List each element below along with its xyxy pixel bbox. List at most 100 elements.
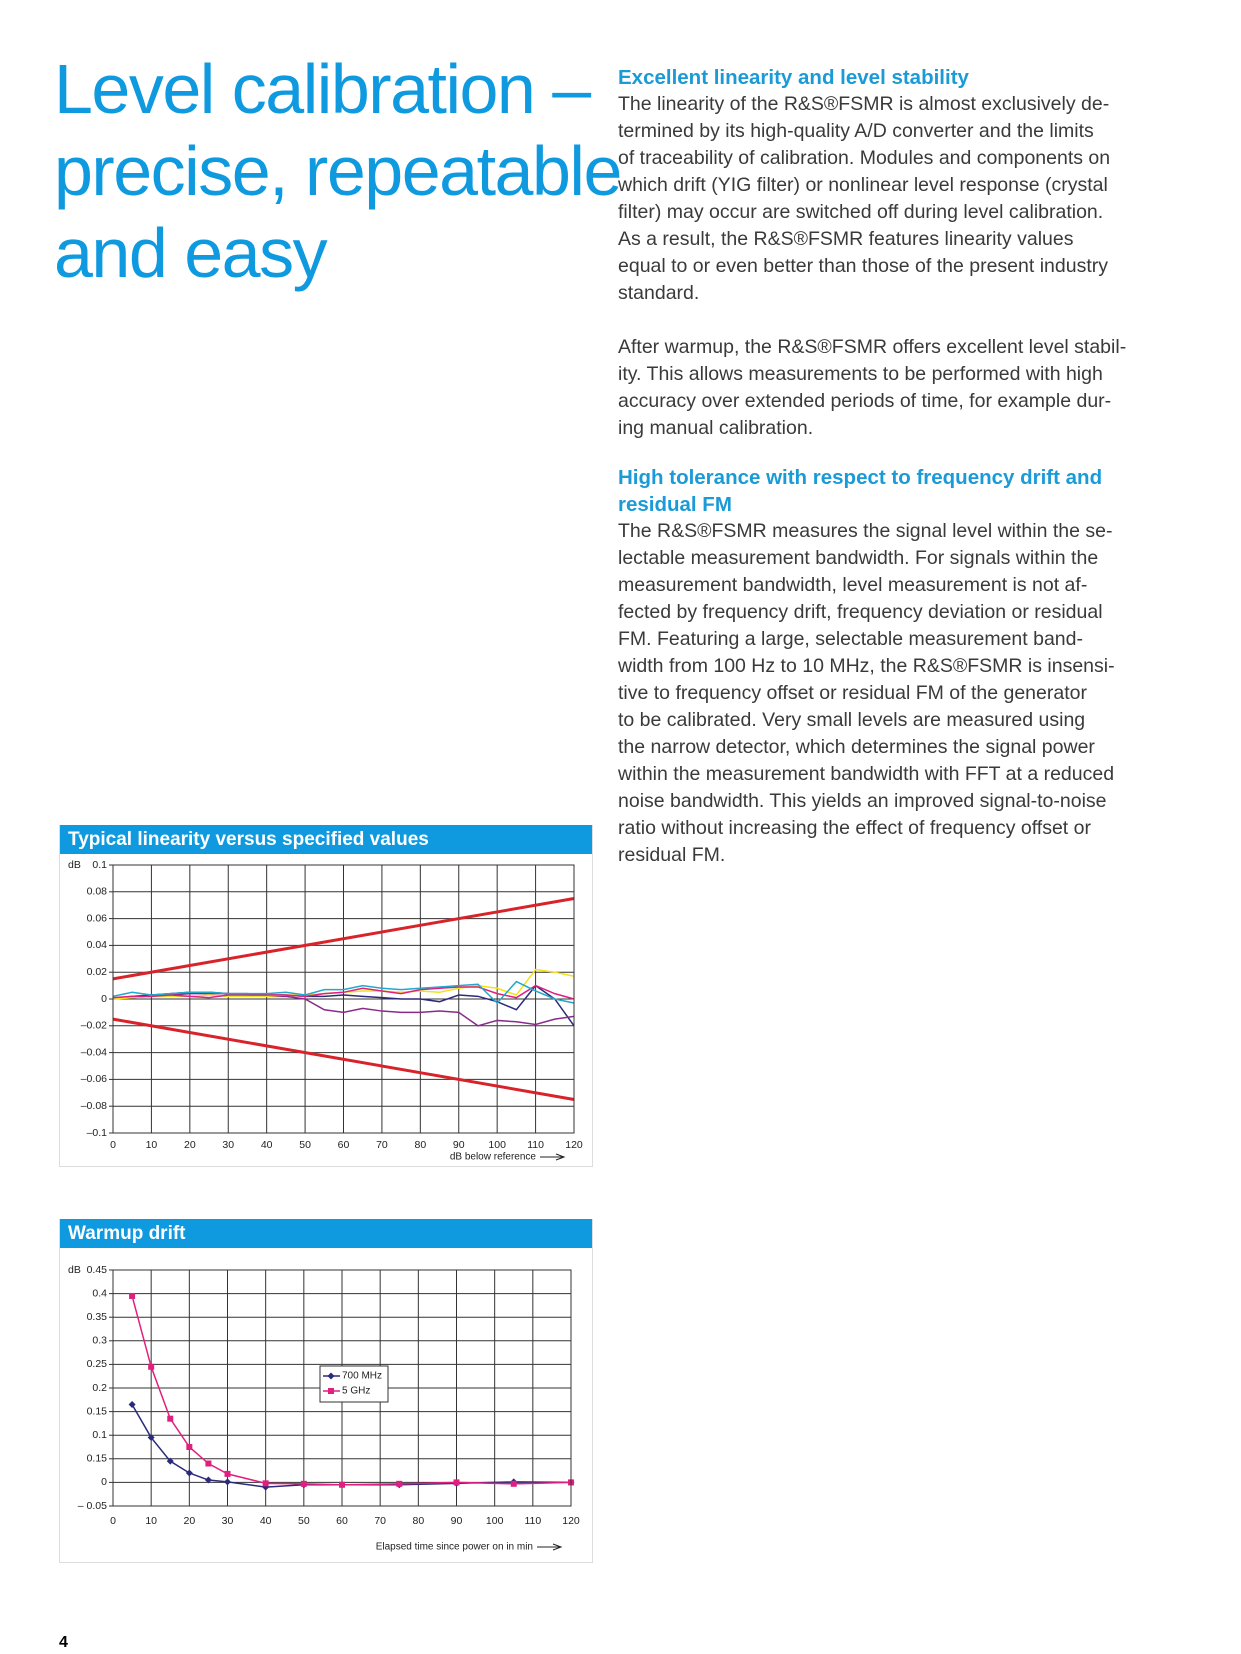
text-line: width from 100 Hz to 10 MHz, the R&S®FSM… xyxy=(618,655,1115,677)
text-line: termined by its high-quality A/D convert… xyxy=(618,120,1094,142)
x-tick-label: 90 xyxy=(453,1139,465,1151)
x-tick-label: 30 xyxy=(222,1515,234,1527)
y-tick-label: 0.06 xyxy=(87,912,108,924)
x-tick-label: 80 xyxy=(412,1515,424,1527)
marker xyxy=(224,1478,231,1486)
y-unit: dB xyxy=(68,1264,81,1276)
x-tick-label: 90 xyxy=(451,1515,463,1527)
text-line: within the measurement bandwidth with FF… xyxy=(618,763,1115,785)
marker xyxy=(129,1292,136,1299)
text-line: equal to or even better than those of th… xyxy=(618,255,1108,277)
y-tick-label: 0.25 xyxy=(87,1358,108,1370)
section: Excellent linearity and level stability T… xyxy=(618,64,1218,442)
legend-label: 700 MHz xyxy=(342,1371,382,1382)
chart-title: Typical linearity versus specified value… xyxy=(60,825,592,854)
marker xyxy=(147,1434,155,1442)
text-line: FM. Featuring a large, selectable measur… xyxy=(618,628,1083,650)
series-line xyxy=(112,992,575,1027)
y-tick-label: 0 xyxy=(101,1476,107,1488)
marker xyxy=(327,1372,335,1380)
plot-frame xyxy=(112,1269,572,1507)
title-line: and easy xyxy=(54,214,328,292)
text-line: standard. xyxy=(618,282,700,304)
text-line: As a result, the R&S®FSMR features linea… xyxy=(618,228,1074,250)
legend-label: 5 GHz xyxy=(342,1386,370,1397)
marker xyxy=(205,1460,212,1467)
series-line xyxy=(112,897,575,981)
marker xyxy=(262,1480,269,1487)
section-heading: Excellent linearity and level stability xyxy=(618,64,1218,91)
y-tick-label: –0.04 xyxy=(81,1046,107,1058)
arrow xyxy=(537,1543,563,1551)
x-tick-label: 80 xyxy=(414,1139,426,1151)
section-heading: High tolerance with respect to frequency… xyxy=(618,464,1218,518)
y-unit: dB xyxy=(68,859,81,871)
text-line: After warmup, the R&S®FSMR offers excell… xyxy=(618,336,1127,358)
text-line: ity. This allows measurements to be perf… xyxy=(618,363,1103,385)
x-tick-label: 30 xyxy=(222,1139,234,1151)
x-tick-label: 20 xyxy=(184,1139,196,1151)
marker xyxy=(148,1363,155,1370)
x-tick-label: 20 xyxy=(183,1515,195,1527)
text-line: tive to frequency offset or residual FM … xyxy=(618,682,1087,704)
text-line: the narrow detector, which determines th… xyxy=(618,736,1095,758)
x-tick-label: 110 xyxy=(527,1139,544,1151)
page-number: 4 xyxy=(59,1634,68,1651)
marker xyxy=(186,1444,193,1450)
text-line: fected by frequency drift, frequency dev… xyxy=(618,601,1103,623)
text-line: measurement bandwidth, level measurement… xyxy=(618,574,1088,596)
series-line xyxy=(131,1404,572,1488)
marker xyxy=(510,1480,517,1487)
y-tick-label: 0.1 xyxy=(92,859,107,871)
x-tick-label: 10 xyxy=(146,1139,158,1151)
y-tick-label: 0.15 xyxy=(87,1405,108,1417)
x-axis-label: Elapsed time since power on in min xyxy=(376,1542,533,1553)
paragraph: After warmup, the R&S®FSMR offers excell… xyxy=(618,334,1218,442)
marker xyxy=(328,1388,334,1394)
heading-line: Excellent linearity and level stability xyxy=(618,66,969,89)
marker xyxy=(339,1481,345,1488)
y-tick-label: 0.2 xyxy=(92,1382,107,1394)
x-tick-label: 10 xyxy=(145,1515,157,1527)
y-tick-label: –0.1 xyxy=(87,1127,108,1139)
text-line: noise bandwidth. This yields an improved… xyxy=(618,790,1107,812)
paragraph: The R&S®FSMR measures the signal level w… xyxy=(618,518,1218,869)
text-line: ratio without increasing the effect of f… xyxy=(618,817,1091,839)
y-tick-label: 0.1 xyxy=(92,1429,107,1441)
series-line xyxy=(112,980,575,1005)
x-tick-label: 0 xyxy=(110,1139,116,1151)
plot-frame xyxy=(112,864,575,1134)
y-tick-label: – 0.05 xyxy=(78,1500,107,1512)
y-tick-label: 0.4 xyxy=(92,1287,107,1299)
series-line xyxy=(112,984,575,1000)
x-tick-label: 50 xyxy=(298,1515,310,1527)
heading-line: High tolerance with respect to frequency… xyxy=(618,466,1103,489)
chart-panel: Warmup drift – 0.05 0 0.15 0.1 0.15 0.2 0.25 0.… xyxy=(59,1219,593,1563)
text-line: The R&S®FSMR measures the signal level w… xyxy=(618,520,1113,542)
y-tick-label: 0.3 xyxy=(92,1335,107,1347)
heading-line: residual FM xyxy=(618,493,732,516)
marker xyxy=(128,1401,136,1409)
chart: –0.1 –0.08 –0.06 –0.04 –0.02 0 0.02 0.04 0.06 0.0… xyxy=(68,859,583,1163)
text-line: residual FM. xyxy=(618,844,726,866)
marker xyxy=(185,1469,193,1477)
text-line: The linearity of the R&S®FSMR is almost … xyxy=(618,93,1110,115)
x-tick-label: 70 xyxy=(374,1515,386,1527)
text-line: lectable measurement bandwidth. For sign… xyxy=(618,547,1099,569)
y-tick-label: –0.02 xyxy=(81,1020,107,1032)
x-axis-label: dB below reference xyxy=(450,1152,537,1163)
text-line: of traceability of calibration. Modules … xyxy=(618,147,1111,169)
x-tick-label: 110 xyxy=(524,1515,541,1527)
y-tick-label: 0.02 xyxy=(87,966,108,978)
y-tick-label: 0.15 xyxy=(87,1453,108,1465)
marker xyxy=(453,1479,460,1486)
text-line: which drift (YIG filter) or nonlinear le… xyxy=(618,174,1108,196)
x-tick-label: 120 xyxy=(562,1515,580,1527)
text-column: Excellent linearity and level stability T… xyxy=(618,64,1218,869)
marker xyxy=(167,1415,174,1422)
marker xyxy=(224,1470,231,1477)
title: Level calibration – precise, repeatable an… xyxy=(54,48,622,294)
series-line xyxy=(112,1017,575,1101)
x-tick-label: 100 xyxy=(488,1139,506,1151)
